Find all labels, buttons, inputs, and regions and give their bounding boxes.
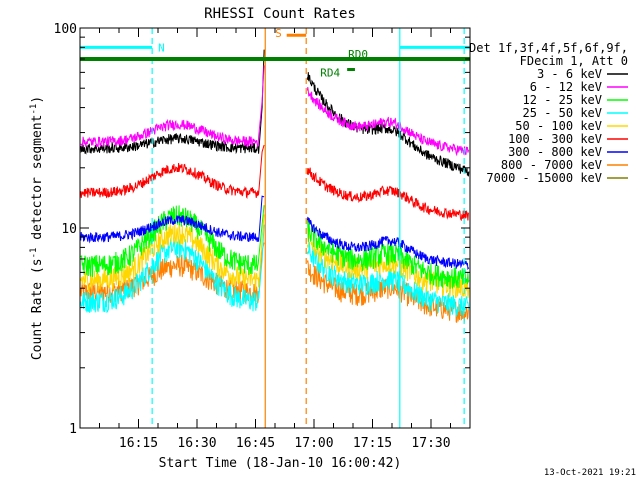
series-line-pre-3-6kev (80, 49, 265, 155)
generation-timestamp: 13-Oct-2021 19:21 (544, 468, 636, 478)
flag-label-rd4: RD4 (320, 67, 340, 80)
series-line-post-12-25kev (306, 219, 470, 289)
legend: Det 1f,3f,4f,5f,6f,9f, FDecim 1, Att 0 3… (469, 41, 628, 185)
legend-label: 100 - 300 keV (508, 132, 602, 146)
y-tick-label: 100 (54, 22, 77, 37)
flag-label-rd0: RD0 (348, 48, 368, 61)
series-layer (80, 49, 470, 324)
flag-layer: N S RD0 RD4 (80, 27, 470, 80)
legend-label: 3 - 6 keV (537, 67, 602, 81)
legend-header-line-1: Det 1f,3f,4f,5f,6f,9f, (469, 41, 628, 55)
series-line-post-300-800kev (306, 216, 470, 271)
series-line-pre-300-800kev (80, 195, 265, 244)
y-tick-label: 1 (69, 422, 77, 437)
legend-label: 800 - 7000 keV (501, 158, 602, 172)
series-line-pre-100-300kev (80, 144, 265, 199)
flag-label-n: N (158, 41, 165, 54)
x-tick-label: 16:15 (119, 436, 158, 451)
series-line-pre-25-50kev (80, 224, 265, 314)
legend-label: 12 - 25 keV (523, 93, 602, 107)
x-axis-label: Start Time (18-Jan-10 16:00:42) (159, 456, 402, 471)
series-line-post-6-12kev (306, 86, 470, 157)
legend-label: 6 - 12 keV (530, 80, 602, 94)
chart-title: RHESSI Count Rates (204, 6, 356, 22)
series-line-post-100-300kev (306, 167, 470, 222)
y-axis-label-start: Count Rate (s (30, 258, 45, 360)
y-axis-label-exponent: -1 (29, 248, 39, 259)
y-axis-label-exponent-2: -1 (29, 104, 39, 115)
legend-header-line-2: FDecim 1, Att 0 (520, 54, 628, 68)
x-tick-label: 17:00 (294, 436, 333, 451)
series-line-pre-6-12kev (80, 65, 265, 149)
x-tick-label: 17:15 (353, 436, 392, 451)
series-line-post-25-50kev (306, 241, 470, 317)
series-line-pre-50-100kev (80, 214, 265, 293)
y-tick-label: 10 (61, 222, 77, 237)
y-axis-label-middle: detector segment (30, 115, 45, 248)
y-axis-label-end: ) (30, 96, 45, 104)
legend-label: 50 - 100 keV (515, 119, 602, 133)
flag-label-s: S (275, 27, 282, 40)
legend-label: 7000 - 15000 keV (486, 171, 602, 185)
series-line-pre-12-25kev (80, 205, 265, 278)
legend-label: 25 - 50 keV (523, 106, 602, 120)
x-tick-label: 17:30 (411, 436, 450, 451)
x-tick-label: 16:45 (236, 436, 275, 451)
series-line-post-3-6kev (306, 72, 470, 177)
x-tick-label: 16:30 (177, 436, 216, 451)
legend-label: 300 - 800 keV (508, 145, 602, 159)
y-axis-label: Count Rate (s-1 detector segment-1) (29, 96, 45, 360)
tick-layer: 16:15 16:30 16:45 17:00 17:15 17:30 1 10 100 (54, 22, 471, 451)
